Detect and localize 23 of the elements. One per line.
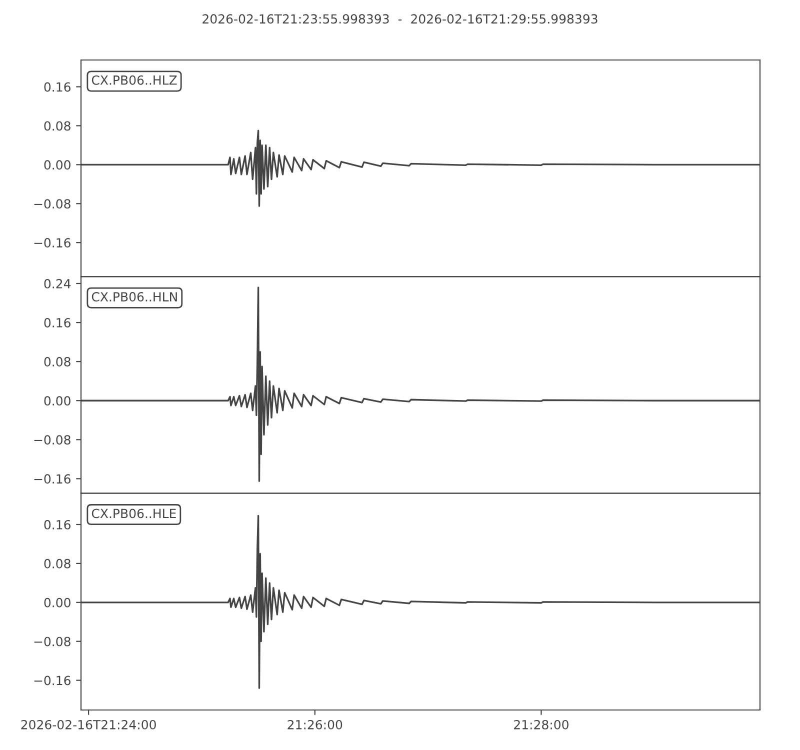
annotation: CX.PB06..HLE xyxy=(92,508,176,518)
y-tick-label: 0.08 xyxy=(44,121,70,131)
annotation: CX.PB06..HLN xyxy=(92,292,177,302)
chart-title: 2026-02-16T21:23:55.998393 - 2026-02-16T21:29:55.998393 xyxy=(202,14,598,24)
y-tick-label: 0.00 xyxy=(44,396,70,406)
x-tick-label: 21:26:00 xyxy=(288,720,342,730)
y-tick-label: 0.08 xyxy=(44,558,70,568)
y-tick-label: −0.08 xyxy=(34,199,70,209)
y-tick-label: 0.08 xyxy=(44,357,70,367)
annotation: CX.PB06..HLZ xyxy=(92,75,177,85)
y-tick-label: 0.00 xyxy=(44,598,70,608)
y-tick-label: −0.08 xyxy=(34,435,70,445)
x-tick-label: 2026-02-16T21:24:00 xyxy=(21,720,156,730)
y-tick-label: 0.24 xyxy=(44,278,71,288)
y-tick-label: 0.16 xyxy=(44,82,70,92)
y-tick-label: −0.16 xyxy=(34,474,70,484)
x-tick-label: 21:28:00 xyxy=(514,720,568,730)
y-tick-label: 0.16 xyxy=(44,520,70,530)
y-tick-label: −0.16 xyxy=(34,238,70,248)
y-tick-label: −0.08 xyxy=(34,636,70,646)
y-tick-label: −0.16 xyxy=(34,676,70,686)
y-tick-label: 0.16 xyxy=(44,318,70,328)
y-tick-label: 0.00 xyxy=(44,160,70,170)
